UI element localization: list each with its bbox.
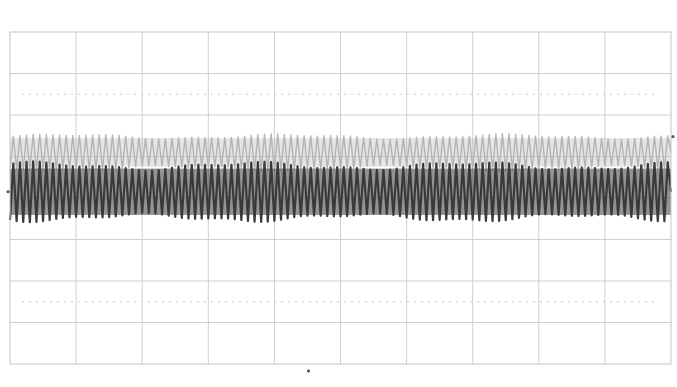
ground-level-marker bbox=[6, 190, 10, 194]
markers bbox=[6, 135, 675, 373]
traces bbox=[8, 133, 673, 224]
trigger-position-marker bbox=[307, 369, 310, 373]
graticule bbox=[10, 32, 671, 364]
trace-band-channel-2 bbox=[10, 168, 671, 215]
scope-frame bbox=[9, 31, 672, 365]
trace-band-channel-1 bbox=[10, 138, 671, 167]
trigger-level-marker bbox=[671, 135, 675, 139]
